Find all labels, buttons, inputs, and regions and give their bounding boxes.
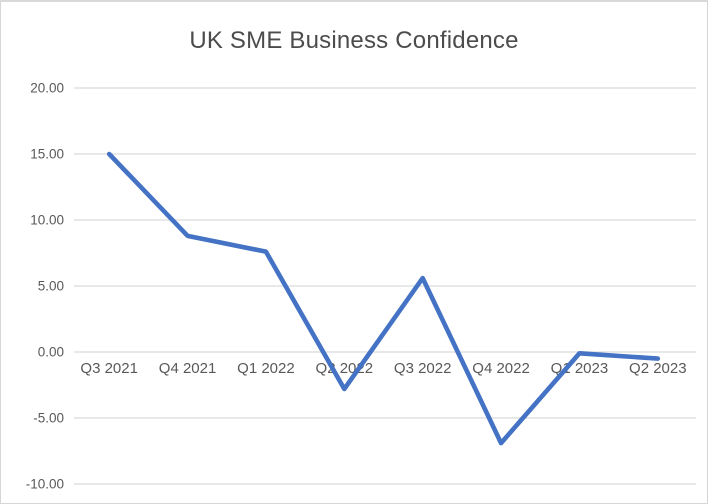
x-axis-tick-label: Q2 2023 xyxy=(629,360,687,377)
y-axis-tick-label: 20.00 xyxy=(30,81,64,96)
chart-title: UK SME Business Confidence xyxy=(189,27,519,54)
x-axis-tick-label: Q3 2022 xyxy=(394,360,452,377)
y-axis-tick-label: 15.00 xyxy=(30,147,64,162)
data-line-series xyxy=(106,151,661,446)
y-axis-tick-label: -5.00 xyxy=(33,411,64,426)
x-axis-tick-label: Q4 2022 xyxy=(472,360,530,377)
y-axis-tick-label: -10.00 xyxy=(26,477,64,492)
y-axis-tick-label: 10.00 xyxy=(30,213,64,228)
y-axis-tick-label: 5.00 xyxy=(38,279,64,294)
x-axis-tick-label: Q1 2022 xyxy=(237,360,295,377)
x-axis-tick-label: Q3 2021 xyxy=(80,360,138,377)
y-axis-tick-label: 0.00 xyxy=(38,345,64,360)
x-axis-tick-label: Q4 2021 xyxy=(159,360,217,377)
